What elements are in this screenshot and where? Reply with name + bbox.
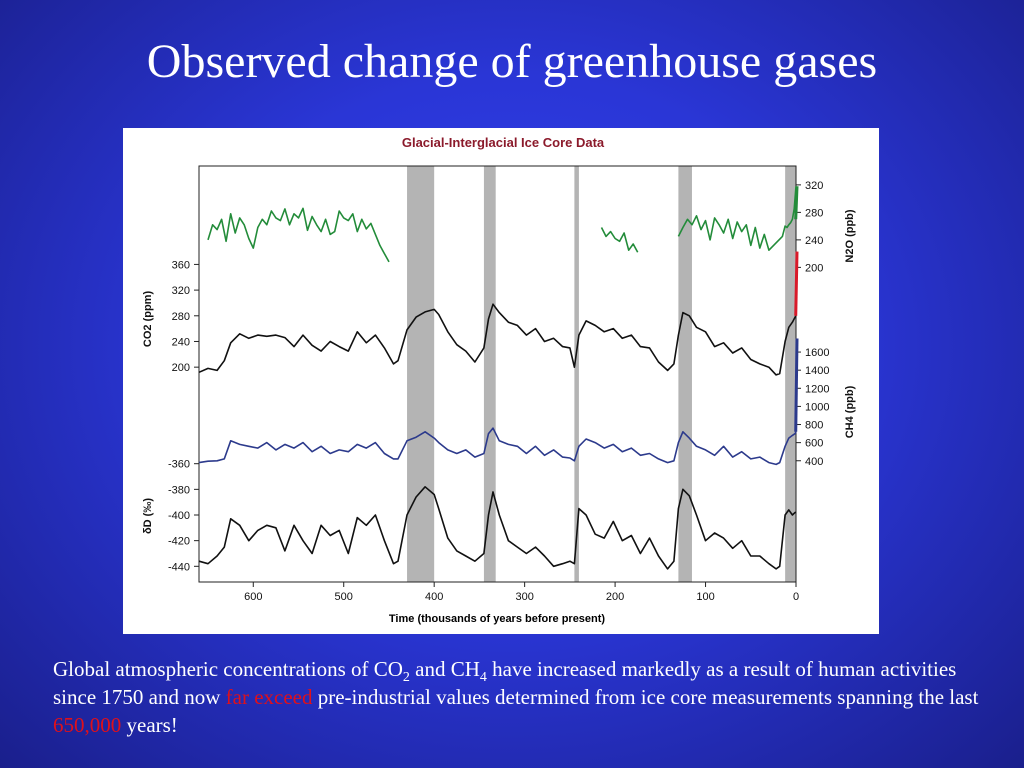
caption-text-4: pre-industrial values determined from ic… [312,685,979,709]
caption: Global atmospheric concentrations of CO2… [53,655,983,739]
CO2-modern-rise [794,251,799,316]
caption-text-5: years! [121,713,178,737]
x-tick-label-300: 300 [515,591,533,603]
caption-text-2: and CH [409,657,480,681]
N2O-tick-label-320: 320 [805,180,823,192]
CH4-tick-label-400: 400 [805,456,823,468]
caption-highlight-far-exceed: far exceed [225,685,313,709]
CH4-axis-label: CH4 (ppb) [844,385,856,438]
D-tick-label--380: -380 [168,484,190,496]
D-series-line [198,486,796,570]
N2O-axis-label: N2O (ppb) [844,209,856,262]
CO2-series-line [198,303,797,376]
N2O-modern-rise [794,186,799,220]
N2O-tick-label-200: 200 [805,262,823,274]
caption-highlight-650000: 650,000 [53,713,122,737]
chart-title: Glacial-Interglacial Ice Core Data [402,135,605,150]
ice-core-chart: Glacial-Interglacial Ice Core Data 320 28… [142,135,856,625]
CO2-axis-label: CO2 (ppm) [142,291,154,348]
CO2-tick-label-240: 240 [172,336,190,348]
D-tick-label--400: -400 [168,510,190,522]
CO2-tick-label-320: 320 [172,285,190,297]
x-tick-label-100: 100 [696,591,714,603]
interglacial-band-0 [407,166,435,582]
slide-title: Observed change of greenhouse gases [146,35,878,88]
series-lines [198,186,799,570]
x-tick-label-400: 400 [425,591,443,603]
D-tick-label--420: -420 [168,536,190,548]
interglacial-bands [407,166,796,582]
D-axis-label: δD (‰) [142,498,154,534]
x-tick-label-600: 600 [244,591,262,603]
x-tick-label-200: 200 [606,591,624,603]
N2O-tick-label-280: 280 [805,207,823,219]
CH4-tick-label-1000: 1000 [805,401,829,413]
D-tick-label--360: -360 [168,459,190,471]
CH4-tick-label-800: 800 [805,420,823,432]
x-axis-label: Time (thousands of years before present) [389,613,606,625]
x-tick-label-0: 0 [793,591,799,603]
CH4-tick-label-600: 600 [805,438,823,450]
x-tick-label-500: 500 [335,591,353,603]
CO2-tick-label-200: 200 [172,362,190,374]
interglacial-band-3 [678,166,692,582]
CH4-tick-label-1400: 1400 [805,365,829,377]
D-tick-label--440: -440 [168,561,190,573]
interglacial-band-1 [483,166,496,582]
N2O-series-line [207,186,797,263]
interglacial-band-2 [574,166,579,582]
CO2-tick-label-280: 280 [172,311,190,323]
caption-sub-4: 4 [479,670,487,686]
CH4-modern-rise [794,338,799,432]
caption-sub-2: 2 [402,670,410,686]
N2O-tick-label-240: 240 [805,235,823,247]
CH4-series-line [198,427,797,466]
CO2-tick-label-360: 360 [172,259,190,271]
caption-text-3: have increased markedly as a result of h… [53,657,957,709]
CH4-tick-label-1200: 1200 [805,383,829,395]
plot-frame [198,165,797,583]
ice-core-figure: Glacial-Interglacial Ice Core Data 320 28… [123,128,879,634]
interglacial-band-4 [785,166,796,582]
y-axes: 320 280 240 200 N2O (ppb) 360 320 280 240 200 CO2 … [142,180,856,573]
caption-text-1: Global atmospheric concentrations of CO [53,657,403,681]
CH4-tick-label-1600: 1600 [805,347,829,359]
x-axis: 600 500 400 300 200 100 0 [244,582,799,603]
